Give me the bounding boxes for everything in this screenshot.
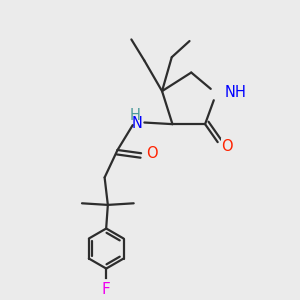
Text: N: N: [224, 85, 235, 100]
Text: O: O: [147, 146, 158, 161]
Text: H: H: [129, 108, 140, 123]
Text: H: H: [234, 85, 245, 100]
Text: N: N: [131, 116, 142, 131]
Text: F: F: [102, 283, 111, 298]
Text: O: O: [221, 139, 233, 154]
